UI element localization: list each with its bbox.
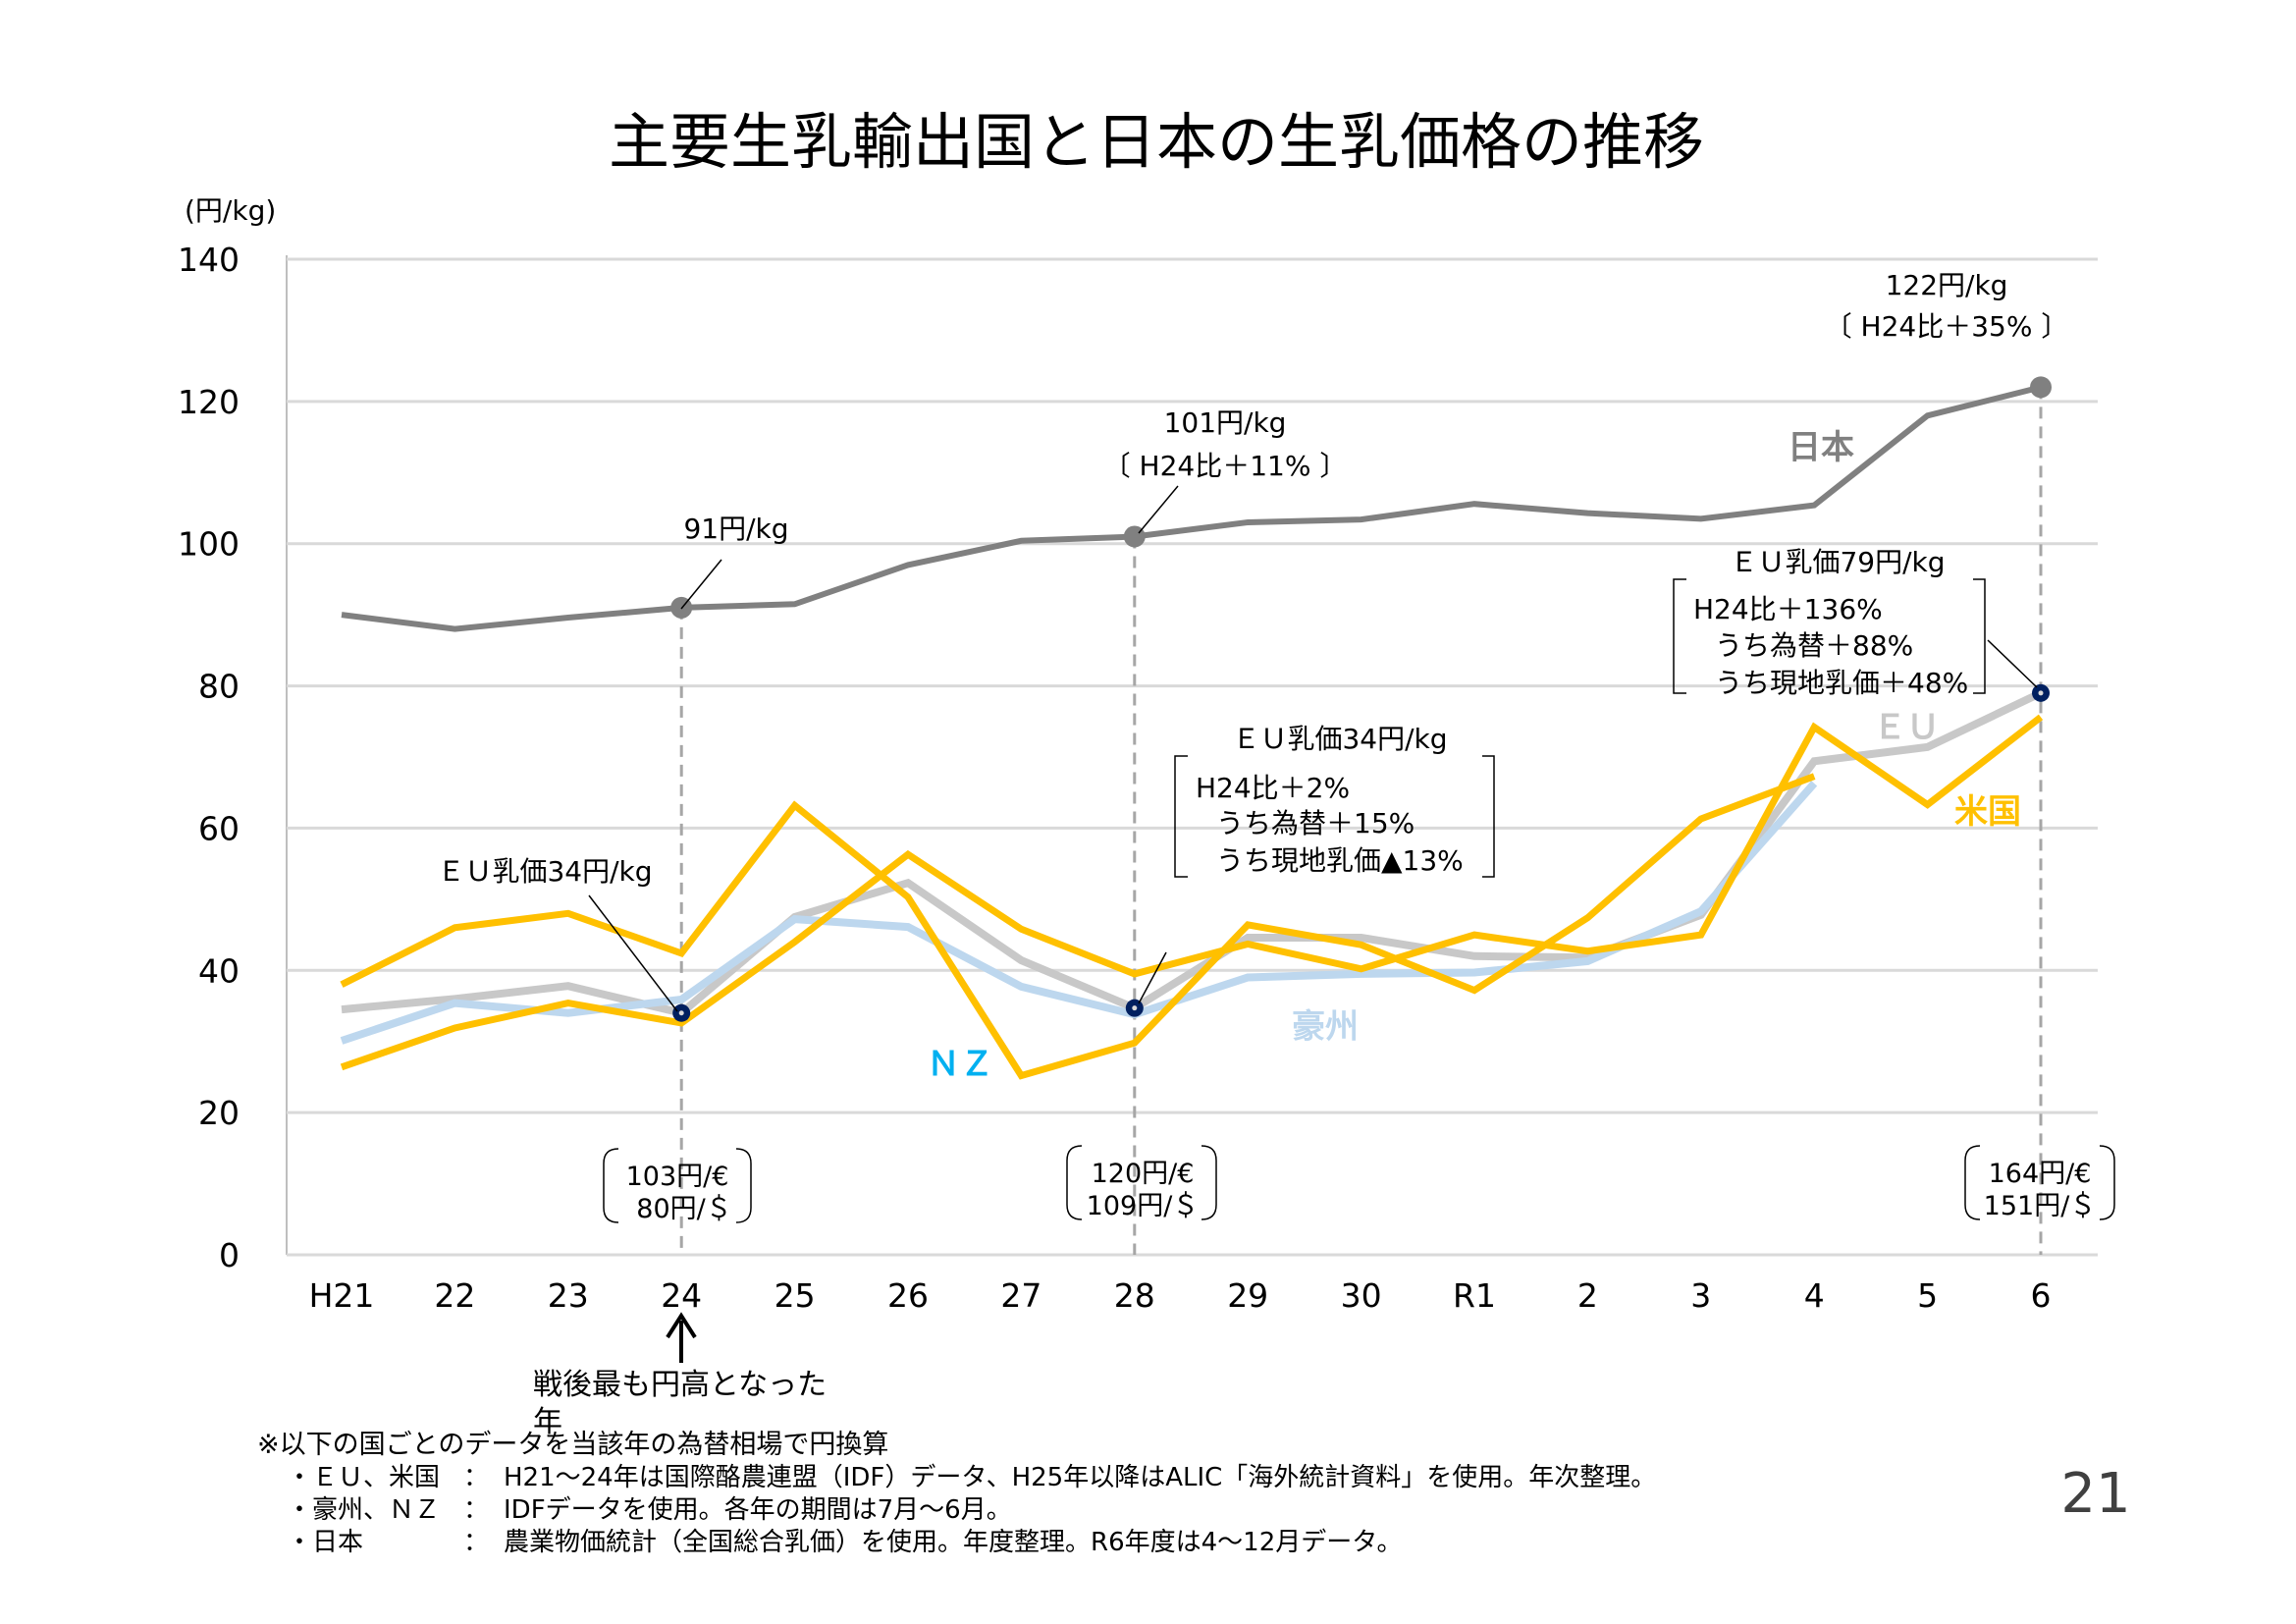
x-tick-label: 27 — [1000, 1276, 1041, 1315]
y-tick-label: 60 — [198, 809, 240, 847]
leader-line — [588, 894, 678, 1012]
x-tick-label: 29 — [1227, 1276, 1268, 1315]
x-tick-label: 30 — [1341, 1276, 1382, 1315]
fx-usd: 109円/＄ — [1087, 1191, 1200, 1221]
arrow-note-2: 年 — [533, 1405, 562, 1439]
eu-marker-center — [1132, 1005, 1138, 1011]
x-tick-label: 26 — [887, 1276, 929, 1315]
x-tick-label: 28 — [1114, 1276, 1155, 1315]
footnote-label: ・日本 — [287, 1528, 363, 1557]
x-tick-label: 24 — [661, 1276, 702, 1315]
x-tick-label: 3 — [1690, 1276, 1711, 1315]
annotation-eu24: ＥＵ乳価34円/kg — [437, 855, 652, 888]
annotation-bracket — [1673, 578, 1986, 694]
y-tick-label: 140 — [178, 241, 240, 279]
x-tick-label: 6 — [2031, 1276, 2052, 1315]
annotation-eu6-line: うち現地乳価＋48% — [1715, 667, 1968, 699]
footnote-text: IDFデータを使用。各年の期間は7月～6月。 — [504, 1495, 1012, 1525]
chart-title: 主要生乳輸出国と日本の生乳価格の推移 — [609, 106, 1704, 178]
x-tick-label: 4 — [1804, 1276, 1825, 1315]
annotation-eu28-line: うち現地乳価▲13% — [1216, 844, 1464, 877]
footnote-label: ・豪州、ＮＺ — [287, 1495, 440, 1525]
annotation-eu28-line: H24比＋2% — [1196, 772, 1350, 804]
y-tick-labels: 0 20 40 60 80 100 120 140 — [178, 241, 240, 1274]
annotation-jp28: 101円/kg — [1164, 406, 1287, 439]
series-label-japan: 日本 — [1788, 428, 1854, 467]
up-arrow-icon — [666, 1312, 697, 1363]
series-line-2 — [340, 781, 1818, 1045]
leader-line — [1138, 485, 1179, 534]
annotation-jp6-ratio: 〔 H24比＋35% 〕 — [1825, 310, 2069, 343]
y-tick-label: 40 — [198, 951, 240, 990]
gridlines — [286, 255, 2098, 1257]
fx-box-24: 103円/€ 80円/＄ — [603, 1148, 752, 1224]
fx-eur: 164円/€ — [1989, 1159, 2092, 1189]
series-line-0 — [341, 384, 2042, 632]
y-tick-label: 100 — [178, 525, 240, 564]
series-line-1 — [341, 689, 2043, 1018]
footnote-header: ※以下の国ごとのデータを当該年の為替相場で円換算 — [257, 1430, 888, 1460]
y-tick-label: 80 — [198, 668, 240, 706]
annotation-eu28-line: うち為替＋15% — [1216, 807, 1415, 839]
series-label-australia: 豪州 — [1292, 1007, 1359, 1047]
footnote-sep: ： — [463, 1528, 489, 1557]
annotation-jp24: 91円/kg — [683, 513, 788, 545]
fx-eur: 120円/€ — [1092, 1159, 1195, 1189]
annotation-jp6: 122円/kg — [1886, 269, 2008, 301]
fx-usd: 151円/＄ — [1984, 1191, 2097, 1221]
y-tick-label: 0 — [219, 1236, 240, 1274]
annotation-eu6: ＥＵ乳価79円/kg — [1730, 546, 1945, 578]
annotation-jp28-ratio: 〔 H24比＋11% 〕 — [1103, 450, 1348, 482]
leader-line — [1138, 951, 1167, 1004]
x-tick-label: 5 — [1917, 1276, 1938, 1315]
leader-line — [1987, 639, 2038, 688]
reference-dashed-lines — [679, 387, 2043, 1255]
fx-usd: 80円/＄ — [636, 1194, 731, 1224]
series-label-us: 米国 — [1954, 792, 2021, 832]
fx-box-28: 120円/€ 109円/＄ — [1066, 1145, 1217, 1221]
series-lines — [340, 384, 2044, 1080]
series-label-eu: ＥＵ — [1873, 708, 1940, 747]
fx-box-6: 164円/€ 151円/＄ — [1964, 1145, 2115, 1221]
x-tick-label: H21 — [309, 1276, 375, 1315]
x-tick-label: 23 — [548, 1276, 589, 1315]
footnote-text: H21～24年は国際酪農連盟（IDF）データ、H25年以降はALIC「海外統計資… — [504, 1463, 1656, 1492]
arrow-note: 戦後最も円高となった — [533, 1368, 827, 1402]
page-number: 21 — [2060, 1462, 2130, 1526]
eu-marker-center — [678, 1010, 684, 1016]
fx-eur: 103円/€ — [626, 1162, 729, 1192]
x-tick-label: 22 — [434, 1276, 475, 1315]
x-tick-label: 2 — [1577, 1276, 1598, 1315]
japan-marker — [2030, 376, 2052, 399]
annotation-eu6-line: うち為替＋88% — [1715, 629, 1913, 662]
annotation-bracket — [1174, 755, 1495, 878]
y-tick-label: 20 — [198, 1094, 240, 1132]
annotation-eu6-line: H24比＋136% — [1693, 593, 1883, 625]
x-tick-labels: H21 22 23 24 25 26 27 28 29 30 R1 2 3 4 5 6 — [309, 1276, 2052, 1315]
series-line-4 — [340, 714, 2044, 1071]
footnote-text: 農業物価統計（全国総合乳価）を使用。年度整理。R6年度は4～12月データ。 — [504, 1528, 1402, 1557]
y-axis-unit: (円/kg) — [185, 194, 276, 227]
footnote-sep: ： — [463, 1495, 489, 1525]
annotation-eu28: ＥＵ乳価34円/kg — [1232, 723, 1447, 755]
y-tick-label: 120 — [178, 383, 240, 421]
leader-line — [680, 559, 722, 610]
series-label-nz: ＮＺ — [927, 1045, 993, 1084]
x-tick-label: 25 — [774, 1276, 816, 1315]
footnote-label: ・ＥＵ、米国 — [287, 1463, 440, 1492]
series-line-3 — [340, 773, 1816, 1080]
x-tick-label: R1 — [1453, 1276, 1496, 1315]
eu-marker-center — [2038, 690, 2044, 696]
footnote-sep: ： — [463, 1463, 489, 1492]
